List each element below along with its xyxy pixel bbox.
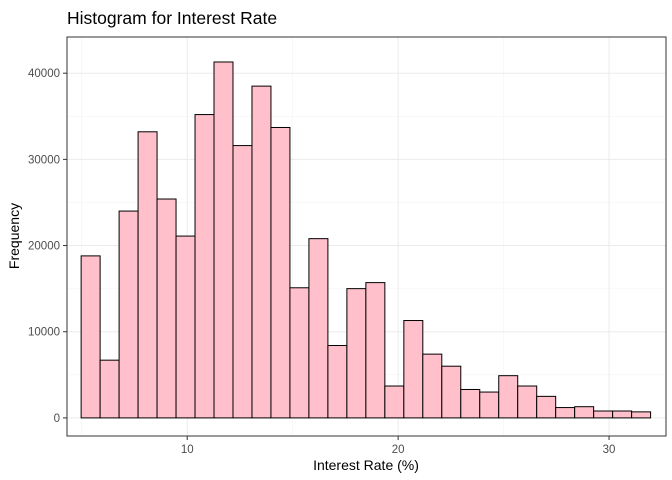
y-axis-title: Frequency — [6, 203, 22, 269]
histogram-bar — [574, 406, 595, 419]
histogram-bar — [612, 410, 633, 419]
histogram-bar — [403, 320, 424, 419]
y-tick-label: 30000 — [28, 154, 60, 166]
histogram-bar — [99, 359, 120, 419]
y-tick-label: 40000 — [28, 68, 60, 80]
histogram-bars — [80, 61, 652, 419]
histogram-bar — [631, 411, 652, 419]
panel-border — [66, 36, 667, 437]
y-axis: 0 10000 20000 30000 40000 — [28, 68, 67, 425]
histogram-bar — [460, 388, 481, 419]
y-tick-label: 10000 — [28, 327, 60, 339]
histogram-bar — [156, 198, 177, 419]
histogram-bar — [308, 238, 329, 419]
histogram-bar — [517, 385, 538, 419]
histogram-bar — [593, 410, 614, 419]
chart-title: Histogram for Interest Rate — [67, 8, 277, 28]
x-tick-label: 20 — [392, 444, 405, 456]
histogram-bar — [422, 353, 443, 419]
histogram-bar — [251, 85, 272, 419]
histogram-bar — [365, 282, 386, 419]
histogram-bar — [175, 235, 196, 419]
histogram-bar — [270, 126, 291, 419]
x-tick-label: 30 — [603, 444, 616, 456]
histogram-bar — [80, 255, 101, 419]
histogram-bar — [289, 287, 310, 419]
histogram-bar — [327, 345, 348, 419]
histogram-bar — [232, 145, 253, 419]
histogram-bar — [118, 210, 139, 419]
histogram-bar — [137, 131, 158, 419]
histogram-bar — [346, 288, 367, 419]
y-tick-label: 0 — [54, 413, 60, 425]
x-axis: 10 20 30 — [181, 436, 616, 456]
histogram-bar — [555, 407, 576, 419]
histogram-bar — [441, 365, 462, 419]
x-tick-label: 10 — [181, 444, 194, 456]
histogram-bar — [213, 61, 234, 419]
y-tick-label: 20000 — [28, 241, 60, 253]
histogram-bar — [194, 114, 215, 419]
histogram-bar — [536, 395, 557, 419]
histogram-bar — [479, 391, 500, 419]
x-axis-title: Interest Rate (%) — [313, 457, 419, 473]
histogram-bar — [498, 375, 519, 419]
histogram-bar — [384, 385, 405, 419]
